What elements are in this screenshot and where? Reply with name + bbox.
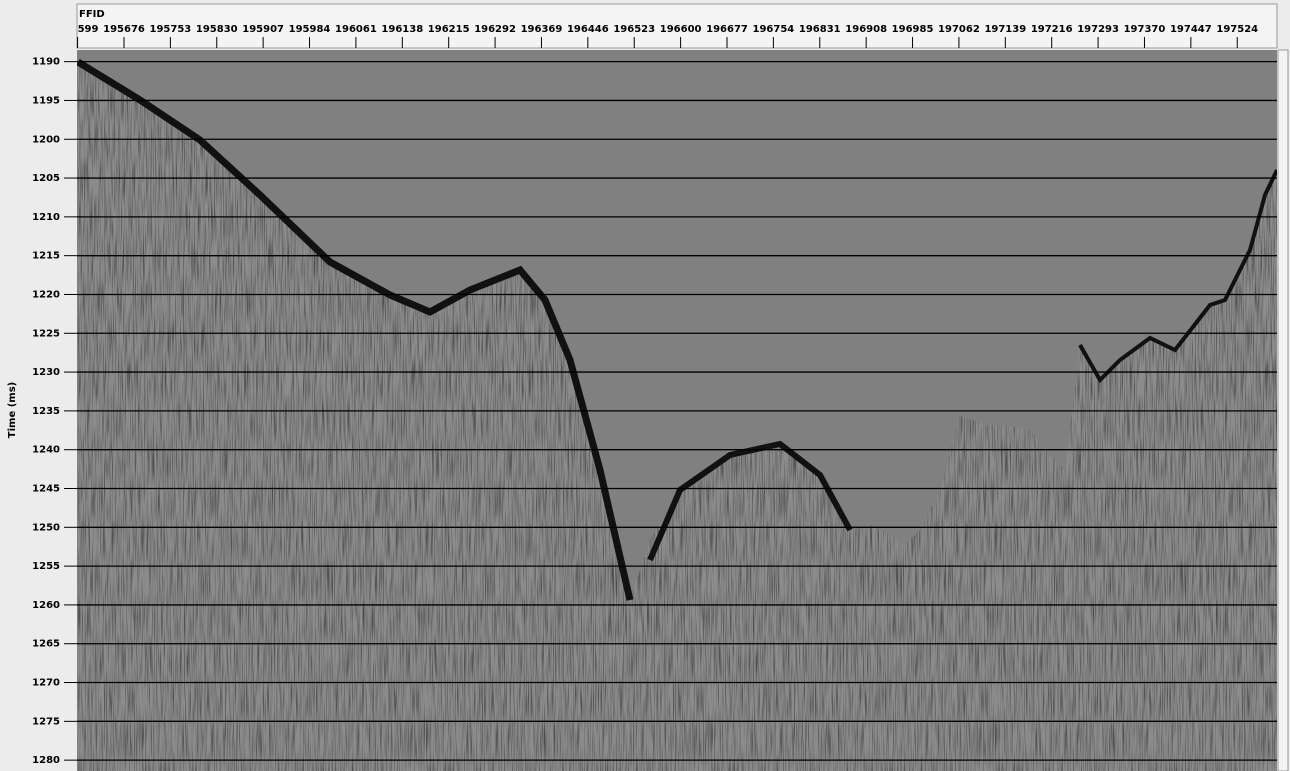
x-tick-label: 196138 bbox=[381, 24, 423, 35]
y-tick-label: 1230 bbox=[32, 367, 60, 378]
x-tick-label: 195830 bbox=[196, 24, 238, 35]
x-tick-label: 196831 bbox=[799, 24, 841, 35]
y-tick-label: 1280 bbox=[32, 755, 60, 766]
x-tick-label: 195753 bbox=[149, 24, 191, 35]
y-tick-label: 1250 bbox=[32, 522, 60, 533]
y-tick-label: 1190 bbox=[32, 57, 60, 68]
y-tick-label: 1260 bbox=[32, 600, 60, 611]
x-tick-label: 197216 bbox=[1031, 24, 1073, 35]
y-axis-label: Time (ms) bbox=[7, 382, 18, 438]
x-tick-label: 197062 bbox=[938, 24, 980, 35]
y-tick-label: 1235 bbox=[32, 406, 60, 417]
x-tick-label: 196215 bbox=[428, 24, 470, 35]
y-tick-label: 1245 bbox=[32, 483, 60, 494]
y-tick-label: 1200 bbox=[32, 134, 60, 145]
x-tick-label: 196369 bbox=[521, 24, 563, 35]
x-tick-label: 196600 bbox=[660, 24, 702, 35]
x-tick-label: 195676 bbox=[103, 24, 145, 35]
y-tick-label: 1205 bbox=[32, 173, 60, 184]
x-axis-label: FFID bbox=[79, 9, 105, 20]
x-tick-label: 196446 bbox=[567, 24, 609, 35]
x-tick-label: 197370 bbox=[1124, 24, 1166, 35]
x-tick-label: 197293 bbox=[1077, 24, 1119, 35]
y-tick-label: 1265 bbox=[32, 639, 60, 650]
seismic-viewer: FFID 19559919567619575319583019590719598… bbox=[0, 0, 1290, 771]
x-tick-label: 196677 bbox=[706, 24, 748, 35]
x-tick-label: 196292 bbox=[474, 24, 516, 35]
y-tick-label: 1270 bbox=[32, 678, 60, 689]
y-tick-label: 1215 bbox=[32, 251, 60, 262]
x-tick-label: 197139 bbox=[984, 24, 1026, 35]
x-tick-label: 196985 bbox=[892, 24, 934, 35]
x-tick-label: 196523 bbox=[613, 24, 655, 35]
y-tick-label: 1220 bbox=[32, 289, 60, 300]
y-tick-label: 1210 bbox=[32, 212, 60, 223]
x-tick-label: 195907 bbox=[242, 24, 284, 35]
x-tick-label: 196061 bbox=[335, 24, 377, 35]
x-tick-label: 196754 bbox=[753, 24, 795, 35]
y-tick-label: 1255 bbox=[32, 561, 60, 572]
x-tick-label: 197524 bbox=[1216, 24, 1258, 35]
y-tick-label: 1275 bbox=[32, 716, 60, 727]
x-tick-label: 197447 bbox=[1170, 24, 1212, 35]
page: FFID 19559919567619575319583019590719598… bbox=[0, 0, 1290, 771]
y-tick-label: 1195 bbox=[32, 95, 60, 106]
y-tick-label: 1225 bbox=[32, 328, 60, 339]
right-ruler bbox=[1278, 50, 1288, 771]
y-tick-label: 1240 bbox=[32, 445, 60, 456]
x-tick-label: 196908 bbox=[845, 24, 887, 35]
x-tick-label: 195984 bbox=[289, 24, 331, 35]
